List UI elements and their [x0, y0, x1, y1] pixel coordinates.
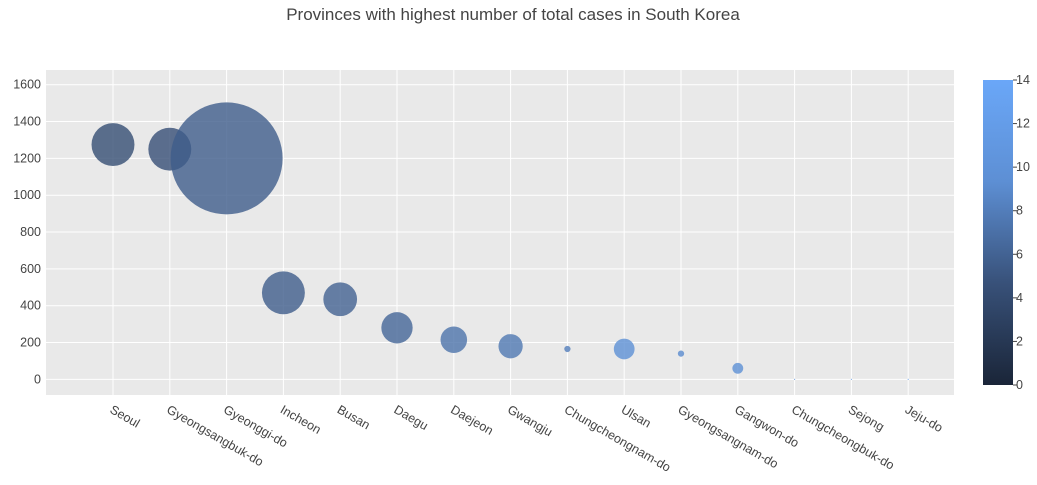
- chart-title: Provinces with highest number of total c…: [286, 5, 740, 24]
- bubble-gyeongsangnam-do: [677, 350, 685, 357]
- x-tick-label: Daegu: [392, 402, 431, 433]
- x-tick-label: Gyeongsangbuk-do: [164, 402, 266, 469]
- x-tick-label: Jeju-do: [903, 402, 946, 435]
- bubble-busan: [323, 282, 358, 317]
- y-tick-label: 800: [20, 225, 41, 239]
- x-tick-label: Busan: [335, 402, 373, 432]
- colorbar-gradient-bar: [983, 80, 1013, 385]
- colorbar-tick-label: 12: [1016, 117, 1030, 131]
- bubble-gwangju: [498, 334, 523, 359]
- bubble-incheon: [261, 271, 305, 315]
- bubble-sejong: [850, 378, 853, 380]
- bubble-seoul: [91, 123, 135, 167]
- bubble-daegu: [381, 312, 413, 344]
- y-tick-label: 0: [34, 372, 41, 386]
- y-tick-label: 1600: [13, 78, 41, 92]
- y-tick-label: 1200: [13, 151, 41, 165]
- y-tick-label: 1000: [13, 188, 41, 202]
- y-tick-label: 400: [20, 299, 41, 313]
- y-tick-label: 600: [20, 262, 41, 276]
- x-tick-label: Incheon: [278, 402, 324, 436]
- y-axis-ticks: 0 200 400 600 800 1000 1200 1400 1600: [13, 78, 41, 387]
- colorbar-tick-label: 2: [1016, 334, 1023, 348]
- x-tick-label: Seoul: [108, 402, 143, 430]
- bubble-ulsan: [613, 338, 635, 360]
- colorbar-tick-label: 0: [1016, 378, 1023, 392]
- x-tick-label: Sejong: [846, 402, 887, 434]
- colorbar-tick-label: 10: [1016, 160, 1030, 174]
- colorbar-tick-label: 14: [1016, 73, 1030, 87]
- bubble-gangwon-do: [732, 362, 744, 374]
- x-tick-label: Ulsan: [619, 402, 654, 430]
- y-tick-label: 1400: [13, 115, 41, 129]
- x-tick-label: Gyeongsangnam-do: [676, 402, 781, 471]
- colorbar: 0 2 4 6 8 10 12 14: [983, 73, 1030, 392]
- x-tick-label: Daejeon: [448, 402, 495, 437]
- bubble-series: [91, 102, 909, 380]
- x-tick-label: Chungcheongbuk-do: [789, 402, 897, 472]
- y-tick-label: 200: [20, 336, 41, 350]
- bubble-jeju-do: [907, 378, 909, 380]
- bubble-daejeon: [440, 326, 468, 354]
- x-tick-label: Gwangju: [505, 402, 555, 439]
- bubble-chungcheongbuk-do: [794, 378, 796, 380]
- colorbar-tick-label: 6: [1016, 247, 1023, 261]
- bubble-chungcheongnam-do: [564, 345, 571, 353]
- colorbar-tick-label: 8: [1016, 204, 1023, 218]
- colorbar-tick-label: 4: [1016, 291, 1023, 305]
- x-tick-label: Chungcheongnam-do: [562, 402, 673, 474]
- bubble-gyeonggi-do: [170, 102, 283, 215]
